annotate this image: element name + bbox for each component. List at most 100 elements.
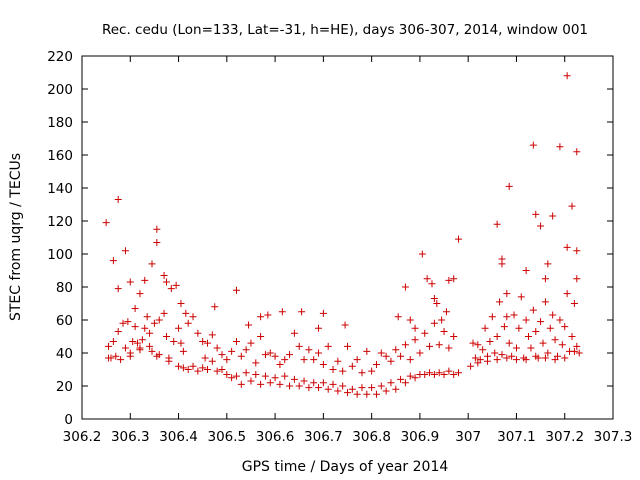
data-point (469, 339, 477, 347)
data-point (131, 304, 139, 312)
data-point (201, 354, 209, 362)
data-point (537, 318, 545, 326)
data-point (401, 283, 409, 291)
data-point (561, 354, 569, 362)
data-point (544, 260, 552, 268)
data-point (305, 346, 313, 354)
data-point (247, 377, 255, 385)
data-point (257, 313, 265, 321)
data-point (242, 369, 250, 377)
data-point (119, 319, 127, 327)
data-point (162, 333, 170, 340)
data-point (138, 336, 146, 344)
data-point (105, 342, 113, 350)
data-point (401, 341, 409, 349)
data-point (199, 364, 207, 372)
data-point (450, 333, 458, 340)
data-point (237, 352, 245, 360)
data-point (575, 349, 583, 357)
data-point (257, 333, 265, 340)
data-point (286, 351, 294, 359)
data-point (522, 267, 530, 274)
data-point (344, 389, 351, 397)
data-point (237, 380, 245, 388)
data-point (551, 356, 559, 364)
data-point (433, 300, 441, 307)
x-tick-label: 306.7 (304, 429, 343, 445)
data-point (107, 354, 115, 362)
data-point (377, 349, 385, 357)
data-point (213, 367, 221, 375)
data-point (184, 366, 192, 373)
data-point (194, 329, 202, 337)
data-point (245, 321, 253, 329)
data-point (421, 329, 429, 337)
x-tick-label: 307.2 (545, 429, 584, 445)
data-point (556, 143, 564, 151)
data-point (124, 318, 132, 326)
data-point (387, 357, 395, 365)
y-tick-label: 80 (56, 280, 73, 296)
data-point (315, 324, 323, 332)
data-point (549, 212, 557, 220)
data-point (515, 324, 523, 332)
data-point (411, 336, 419, 344)
x-tick-label: 306.8 (352, 429, 391, 445)
data-point (276, 380, 284, 388)
data-point (218, 351, 226, 359)
data-point (556, 316, 564, 324)
data-point (486, 337, 494, 345)
data-point (428, 280, 436, 288)
data-point (213, 344, 221, 352)
data-point (541, 275, 549, 283)
y-tick-label: 120 (47, 214, 73, 230)
data-point (264, 311, 272, 319)
data-point (406, 316, 414, 324)
data-point (563, 290, 571, 298)
data-point (493, 356, 501, 364)
data-point (121, 247, 129, 255)
data-point (353, 390, 361, 398)
data-point (148, 347, 156, 355)
data-point (208, 331, 216, 339)
data-point (319, 361, 327, 369)
data-point (435, 369, 443, 377)
data-point (348, 385, 356, 393)
x-tick-label: 307.1 (497, 429, 536, 445)
data-point (160, 309, 168, 317)
data-point (315, 384, 323, 392)
data-point (290, 375, 298, 383)
data-point (387, 379, 395, 387)
data-point (109, 257, 117, 265)
data-point (532, 210, 540, 218)
data-point (397, 352, 405, 360)
data-point (242, 346, 250, 354)
data-point (525, 333, 533, 340)
y-tick-labels: 0 20 40 60 80 100 120 140 160 180 200 220 (47, 49, 73, 428)
data-point (102, 219, 110, 227)
y-tick-label: 0 (64, 412, 73, 428)
data-point (512, 344, 520, 352)
data-point (491, 349, 499, 357)
data-point (232, 286, 240, 294)
data-point (551, 336, 559, 344)
data-point (522, 356, 530, 364)
data-point (310, 379, 318, 387)
data-point (418, 250, 426, 258)
data-point (177, 300, 185, 307)
data-point (184, 319, 192, 327)
data-point (271, 374, 279, 382)
data-point (493, 220, 501, 228)
data-point (109, 337, 117, 345)
y-tick-label: 220 (47, 49, 73, 65)
data-point (305, 384, 313, 392)
data-point (570, 347, 578, 355)
data-point (503, 313, 511, 321)
data-point (261, 351, 269, 359)
data-point (298, 308, 306, 316)
data-point (223, 356, 231, 364)
data-point (503, 290, 511, 298)
data-point (232, 337, 240, 345)
data-point (148, 260, 156, 268)
